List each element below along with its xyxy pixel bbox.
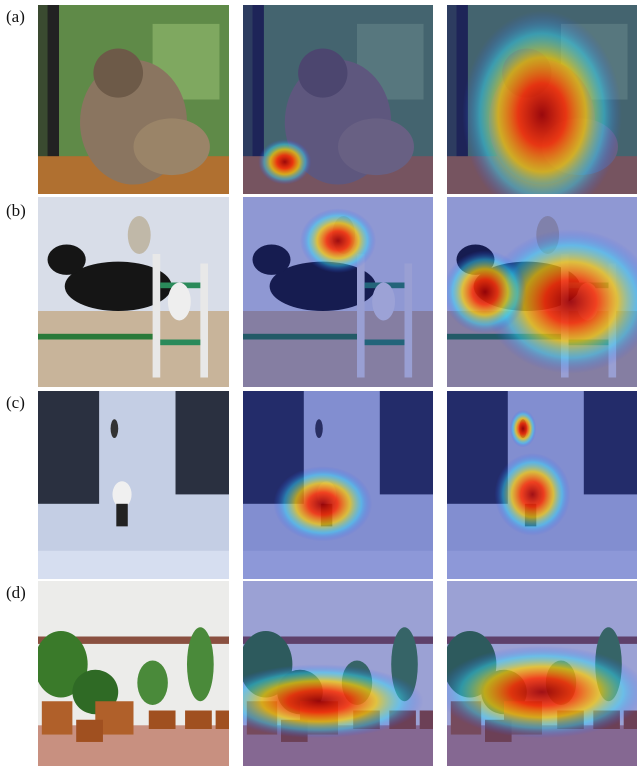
scene-shape — [116, 504, 127, 527]
heatmap-blob — [273, 466, 372, 541]
image-panel — [438, 581, 640, 766]
row-label: (a) — [6, 7, 25, 26]
scene-shape — [48, 245, 86, 275]
scene-shape — [111, 419, 119, 438]
scene-shape — [38, 551, 229, 579]
image-panel — [243, 197, 433, 387]
scene-shape — [93, 48, 143, 97]
scene-shape — [112, 481, 131, 507]
scene-shape — [168, 283, 191, 321]
scene-shape — [76, 720, 103, 742]
heatmap-blob — [462, 11, 622, 219]
heatmap-blob — [215, 664, 424, 738]
scene-shape — [48, 5, 59, 166]
image-panel — [215, 581, 434, 766]
scene-shape — [134, 118, 210, 175]
heatmap-blob — [438, 646, 640, 739]
image-panel — [243, 5, 433, 194]
scene-shape — [42, 701, 73, 734]
scene-shape — [176, 391, 229, 494]
row-label: (c) — [6, 393, 25, 412]
image-panel — [243, 391, 433, 579]
image-panel — [38, 5, 229, 194]
image-panel — [443, 197, 640, 387]
heatmap-blob — [300, 208, 376, 273]
scene-shape — [160, 340, 200, 346]
heatmap-blob — [510, 410, 537, 448]
heatmap-blob — [258, 139, 311, 184]
heatmap-blob — [495, 453, 571, 536]
image-panel — [447, 5, 637, 219]
scene-shape — [128, 216, 151, 254]
image-panel — [447, 391, 637, 579]
scene-shape — [216, 711, 229, 730]
scene-shape — [187, 627, 214, 701]
scene-shape — [149, 711, 176, 730]
scene-shape — [153, 254, 161, 378]
heatmap-blob — [443, 250, 527, 334]
scene-shape — [200, 264, 208, 378]
image-panel — [38, 391, 229, 579]
image-panel — [34, 581, 229, 766]
scene-shape — [185, 711, 212, 730]
figure: (a) (b) (c) (d) — [0, 0, 640, 767]
scene-shape — [38, 334, 153, 340]
row-label: (b) — [6, 201, 26, 220]
row-label: (d) — [6, 583, 26, 602]
image-panel — [38, 197, 229, 387]
scene-shape — [137, 661, 168, 705]
scene-shape — [38, 391, 99, 504]
